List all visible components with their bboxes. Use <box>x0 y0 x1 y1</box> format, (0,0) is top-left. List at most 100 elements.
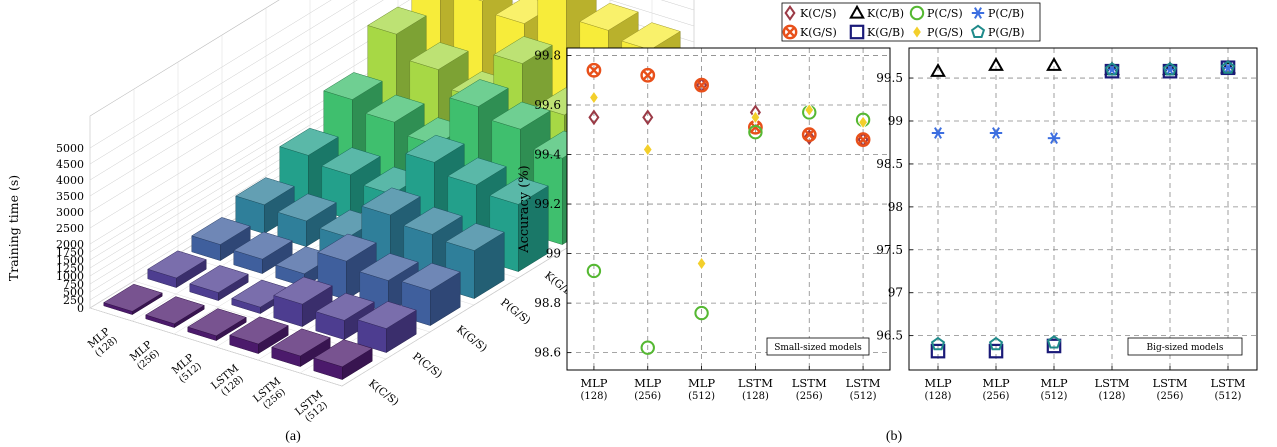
legend-label-p-g-b: P(G/B) <box>988 26 1025 39</box>
z-tick-label: 250 <box>63 294 84 307</box>
legend-label-k-c-s: K(C/S) <box>800 7 836 20</box>
x-tick-label: MLP (128) <box>924 376 951 402</box>
bar-k-c-s-0 <box>103 283 163 316</box>
z-tick-label: 0 <box>77 302 84 315</box>
y-tick-label: 98.6 <box>534 346 561 360</box>
plot-frame <box>566 47 891 371</box>
legend-marker-p-c-s <box>909 5 925 21</box>
point-p-c-s <box>640 340 655 355</box>
legend: K(C/S) K(C/B) P(C/S) P(C/B) K(G/S) K(G/B) P(G/… <box>781 2 1041 42</box>
z-tick-label: 5000 <box>56 142 84 155</box>
category-label: LSTM(256) <box>251 375 290 413</box>
point-k-g-b <box>988 343 1004 359</box>
point-k-g-s <box>694 77 709 93</box>
caption-a: (a) <box>285 429 301 444</box>
legend-marker-k-g-s <box>782 24 798 40</box>
y-axis-label: Accuracy (%) <box>517 165 532 254</box>
point-p-g-b <box>1220 60 1236 74</box>
bar-k-g-s-1 <box>233 231 293 275</box>
y-tick-label: 99 <box>888 114 903 128</box>
bar-p-c-s-0 <box>147 250 207 289</box>
bar-p-g-s-1 <box>277 193 337 248</box>
annotation-box <box>1127 337 1243 356</box>
point-k-c-b <box>930 62 946 77</box>
category-label: MLP(128) <box>85 325 119 359</box>
y-tick-label: 99.2 <box>534 197 561 211</box>
z-tick-label: 2500 <box>56 222 84 235</box>
y-tick-label: 97 <box>888 286 903 300</box>
x-tick-label: MLP (512) <box>688 376 715 402</box>
y-tick-label: 98.5 <box>876 157 903 171</box>
point-p-g-b <box>1104 62 1120 76</box>
y-tick-label: 99.8 <box>534 48 561 62</box>
point-k-g-b <box>930 343 946 359</box>
category-label: MLP(256) <box>127 338 161 372</box>
caption-b: (b) <box>886 429 903 444</box>
y-tick-label: 98.8 <box>534 296 561 310</box>
series-label-k-c-s: K(C/S) <box>366 377 401 408</box>
z-tick-label: 1000 <box>56 270 84 283</box>
z-tick-label: 3000 <box>56 206 84 219</box>
point-k-c-s <box>588 109 600 126</box>
z-tick-label: 1500 <box>56 254 84 267</box>
y-tick-label: 97.5 <box>876 243 903 257</box>
x-tick-label: LSTM (256) <box>1153 376 1188 402</box>
legend-marker-k-c-b <box>849 4 865 19</box>
point-k-g-s <box>640 67 656 83</box>
point-k-c-s <box>642 109 654 126</box>
point-p-g-b <box>1046 335 1062 349</box>
point-p-g-b <box>1162 62 1178 76</box>
point-k-c-s <box>803 129 815 146</box>
z-tick-label: 750 <box>63 278 84 291</box>
point-k-g-b <box>1104 63 1120 79</box>
point-k-g-b <box>1046 338 1062 354</box>
point-p-c-s <box>748 125 763 140</box>
bar-p-c-s-5 <box>357 301 417 354</box>
z-tick-label: 2000 <box>56 238 84 251</box>
x-tick-label: LSTM (512) <box>1211 376 1246 402</box>
legend-label-k-g-s: K(G/S) <box>800 26 837 39</box>
category-label: LSTM(512) <box>293 388 332 426</box>
panel-b-big-models-plot: 96.5 97 97.5 98 98.5 99 99.5 MLP (128) MLP (256) ML… <box>876 47 1258 402</box>
y-tick-label: 99 <box>546 247 561 261</box>
z-tick-label: 4000 <box>56 174 84 187</box>
bar-p-c-s-3 <box>273 276 333 328</box>
plot-frame <box>908 47 1258 371</box>
z-tick-label: 3500 <box>56 190 84 203</box>
point-p-g-s <box>858 115 868 130</box>
point-p-g-s <box>804 103 815 117</box>
legend-marker-p-g-s <box>912 25 922 39</box>
legend-marker-k-c-s <box>784 5 796 21</box>
z-tick-label: 1750 <box>56 246 84 259</box>
panel-b-small-models-plot: 98.6 98.8 99 99.2 99.4 99.6 99.8 MLP (128) MLP (25… <box>517 47 891 402</box>
annotation-label: Small-sized models <box>774 343 862 353</box>
legend-label-k-g-b: K(G/B) <box>867 26 904 39</box>
legend-label-k-c-b: K(C/B) <box>867 7 904 20</box>
legend-label-p-c-s: P(C/S) <box>927 7 963 20</box>
point-p-g-s <box>696 256 707 271</box>
y-tick-label: 96.5 <box>876 329 903 343</box>
y-tick-label: 98 <box>888 200 903 214</box>
point-k-c-b <box>1046 56 1062 71</box>
category-label: MLP(512) <box>169 351 203 385</box>
x-tick-label: MLP (128) <box>580 376 607 402</box>
point-p-g-s <box>589 90 599 105</box>
point-p-c-b <box>1047 132 1061 145</box>
point-k-g-s <box>855 132 871 148</box>
point-k-g-s <box>586 62 602 78</box>
point-p-c-b <box>989 127 1003 139</box>
series-label-p-c-s: P(C/S) <box>410 350 444 380</box>
bar-k-c-s-1 <box>145 296 205 329</box>
bar-k-c-s-2 <box>187 308 247 342</box>
point-p-g-b <box>930 336 946 351</box>
annotation-label: Big-sized models <box>1146 343 1223 353</box>
point-p-g-s <box>642 142 653 157</box>
x-tick-label: LSTM (128) <box>738 376 773 402</box>
series-label-p-g-s: P(G/S) <box>498 296 532 327</box>
point-p-c-b <box>931 127 945 139</box>
bar-k-c-s-4 <box>271 328 331 368</box>
bar-k-c-s-3 <box>229 316 289 355</box>
bar-k-c-s-5 <box>313 339 373 381</box>
y-tick-label: 99.6 <box>534 98 561 112</box>
x-tick-label: LSTM (512) <box>846 376 881 402</box>
